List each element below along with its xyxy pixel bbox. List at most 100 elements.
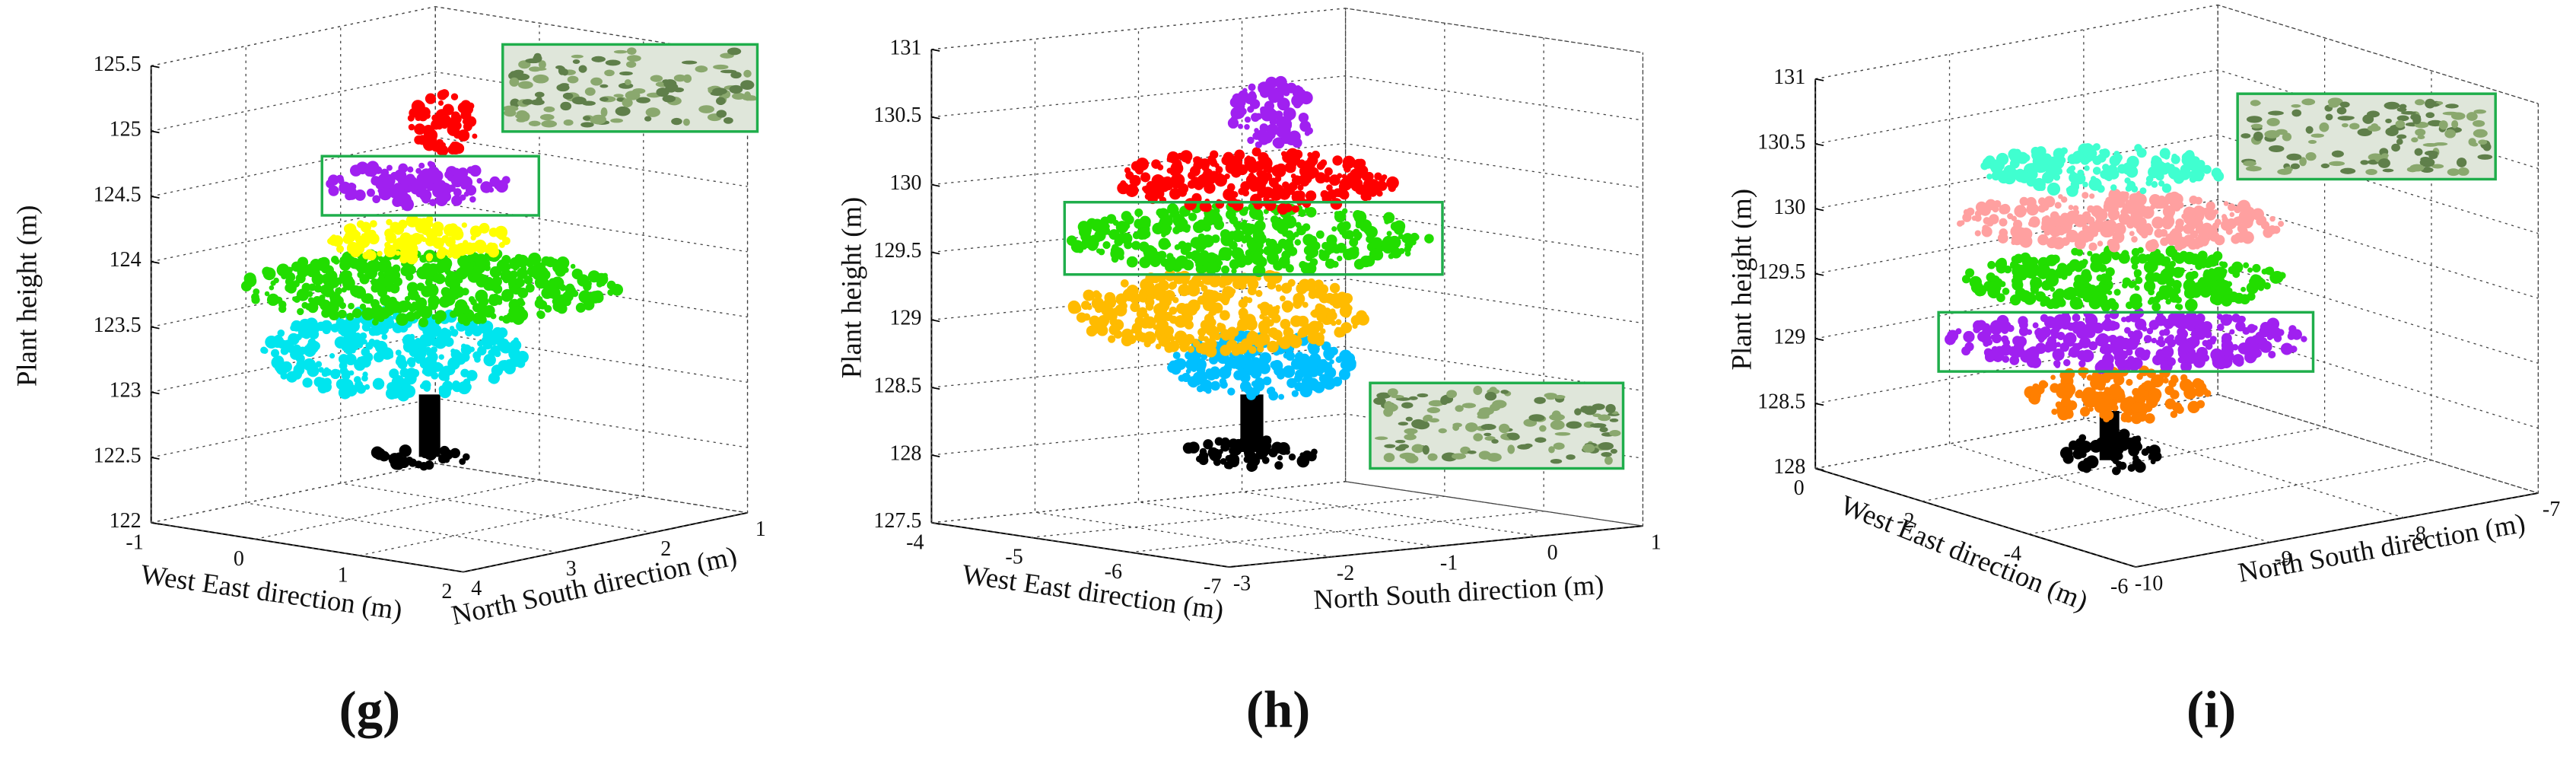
- cloud-point: [1399, 223, 1406, 229]
- leaf: [1387, 388, 1398, 396]
- leaf: [673, 74, 686, 82]
- cloud-point: [281, 361, 292, 373]
- cloud-point: [1290, 173, 1296, 179]
- cloud-point: [1092, 290, 1101, 298]
- cloud-point: [260, 346, 268, 354]
- cloud-point: [2107, 208, 2120, 221]
- cloud-point: [1993, 354, 2002, 363]
- cloud-point: [1305, 254, 1313, 262]
- cloud-point: [1299, 120, 1311, 132]
- cloud-point: [265, 336, 278, 349]
- cloud-point: [1207, 447, 1219, 459]
- cloud-point: [2088, 242, 2097, 251]
- leaf: [584, 87, 596, 96]
- cloud-point: [285, 277, 294, 286]
- cloud-point: [1973, 326, 1981, 333]
- cloud-point: [1969, 275, 1982, 289]
- cloud-point: [562, 291, 574, 302]
- cloud-point: [483, 307, 494, 318]
- cloud-point: [457, 314, 468, 325]
- cloud-point: [1225, 209, 1236, 220]
- cloud-point: [1315, 336, 1325, 346]
- grid-line: [1815, 4, 2539, 104]
- cloud-point: [307, 302, 319, 314]
- cloud-point: [434, 317, 442, 325]
- cloud-point: [1974, 214, 1982, 222]
- cloud-point: [323, 377, 332, 387]
- cloud-point: [2131, 185, 2139, 193]
- cloud-point: [2110, 184, 2117, 191]
- grid-line: [151, 6, 748, 67]
- cloud-point: [400, 167, 407, 173]
- cloud-point: [2192, 171, 2199, 178]
- y-tick-label: 0: [1547, 541, 1558, 565]
- leaf: [509, 77, 520, 87]
- cloud-point: [1126, 256, 1138, 268]
- cloud-point: [1151, 174, 1165, 188]
- trunk: [418, 394, 440, 457]
- cloud-point: [2002, 355, 2010, 363]
- leaf: [2246, 116, 2263, 123]
- cloud-point: [2162, 377, 2169, 384]
- grid-line: [151, 397, 748, 458]
- leaf: [543, 106, 555, 113]
- cloud-point: [1360, 255, 1372, 268]
- cloud-point: [378, 451, 390, 462]
- cloud-point: [1997, 233, 2008, 244]
- leaf: [567, 75, 579, 84]
- cloud-point: [1178, 374, 1185, 382]
- cloud-point: [2132, 454, 2139, 462]
- tick-mark: [1815, 143, 1824, 147]
- cloud-point: [2229, 329, 2235, 335]
- cloud-point: [498, 315, 504, 321]
- cloud-point: [2037, 234, 2049, 246]
- cloud-point: [2137, 253, 2148, 264]
- cloud-point: [396, 389, 410, 402]
- cloud-point: [1161, 232, 1166, 237]
- cloud-point: [466, 370, 478, 381]
- leaf: [729, 84, 743, 94]
- cloud-point: [418, 162, 425, 169]
- cloud-point: [1992, 333, 2002, 344]
- cloud-point: [419, 189, 432, 202]
- cloud-point: [1251, 387, 1261, 396]
- cloud-point: [1307, 278, 1316, 287]
- cloud-point: [1996, 164, 2004, 171]
- cloud-point: [372, 377, 385, 390]
- cloud-point: [1332, 155, 1343, 166]
- leaf: [599, 97, 609, 102]
- cloud-point: [386, 266, 394, 275]
- cloud-point: [1298, 112, 1309, 123]
- cloud-point: [2075, 249, 2084, 256]
- cloud-point: [437, 247, 446, 256]
- cloud-point: [2228, 294, 2233, 300]
- leaf: [1506, 432, 1519, 438]
- cloud-point: [2221, 261, 2228, 269]
- cloud-point: [1247, 177, 1258, 187]
- cloud-point: [407, 166, 414, 173]
- cloud-point: [2151, 337, 2158, 344]
- cloud-point: [472, 272, 484, 283]
- cloud-point: [324, 265, 334, 275]
- cloud-point: [2141, 448, 2149, 457]
- cloud-point: [1156, 319, 1169, 332]
- cloud-point: [2082, 387, 2096, 400]
- leaf: [2391, 143, 2400, 152]
- cloud-point: [1382, 174, 1388, 180]
- cloud-point: [528, 252, 542, 266]
- cloud-point: [2114, 467, 2121, 474]
- cloud-point: [2152, 374, 2164, 387]
- cloud-point: [1957, 220, 1964, 227]
- leaf: [2367, 125, 2381, 132]
- grid-line: [1030, 23, 1445, 538]
- cloud-point: [405, 301, 412, 308]
- leaf: [2473, 109, 2486, 114]
- cloud-point: [345, 353, 357, 366]
- cloud-point: [435, 363, 444, 371]
- cloud-point: [2201, 222, 2213, 235]
- cloud-point: [1270, 361, 1279, 369]
- cloud-point: [1248, 360, 1258, 370]
- cloud-point: [2105, 196, 2113, 205]
- cloud-point: [2170, 374, 2178, 383]
- leaf: [1507, 444, 1515, 454]
